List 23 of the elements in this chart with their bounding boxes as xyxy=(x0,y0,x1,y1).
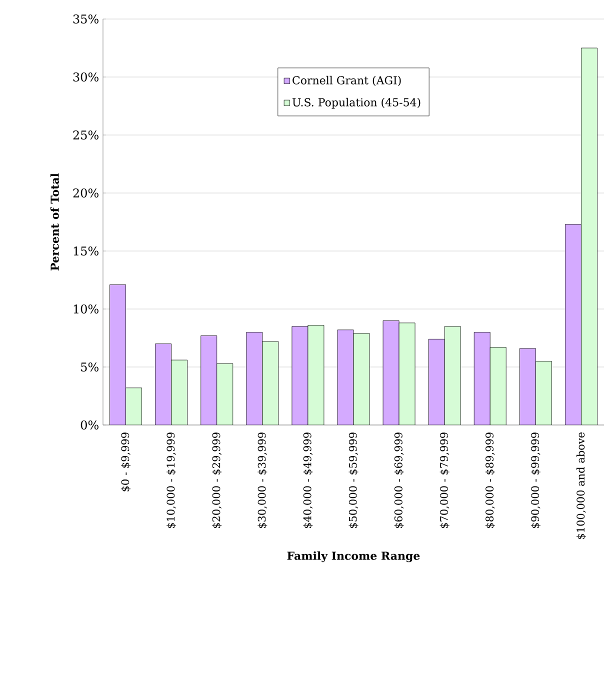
y-tick-label: 0% xyxy=(80,420,98,430)
x-tick-label: $100,000 and above xyxy=(576,432,586,539)
legend-label: U.S. Population (45-54) xyxy=(292,98,420,109)
x-tick-label: $80,000 - $89,999 xyxy=(485,432,495,528)
x-tick-label: $10,000 - $19,999 xyxy=(166,432,176,528)
x-axis-title: Family Income Range xyxy=(287,551,420,562)
y-tick-label: 25% xyxy=(73,130,98,140)
x-tick-label: $0 - $9,999 xyxy=(121,432,131,492)
y-tick-label: 5% xyxy=(81,362,98,372)
x-tick-label: $90,000 - $99,999 xyxy=(530,432,540,528)
legend-label: Cornell Grant (AGI) xyxy=(292,76,401,86)
y-tick-label: 20% xyxy=(73,188,98,198)
x-tick-label: $60,000 - $69,999 xyxy=(394,432,404,528)
x-tick-label: $70,000 - $79,999 xyxy=(440,432,450,528)
y-tick-label: 30% xyxy=(73,72,98,82)
x-tick-label: $50,000 - $59,999 xyxy=(348,432,358,528)
y-tick-label: 15% xyxy=(74,246,98,256)
y-axis-title: Percent of Total xyxy=(50,173,59,270)
x-tick-label: $40,000 - $49,999 xyxy=(303,432,313,528)
y-tick-label: 35% xyxy=(73,14,98,24)
y-tick-label: 10% xyxy=(74,304,98,314)
x-tick-label: $20,000 - $29,999 xyxy=(212,432,222,528)
x-tick-label: $30,000 - $39,999 xyxy=(258,432,268,528)
